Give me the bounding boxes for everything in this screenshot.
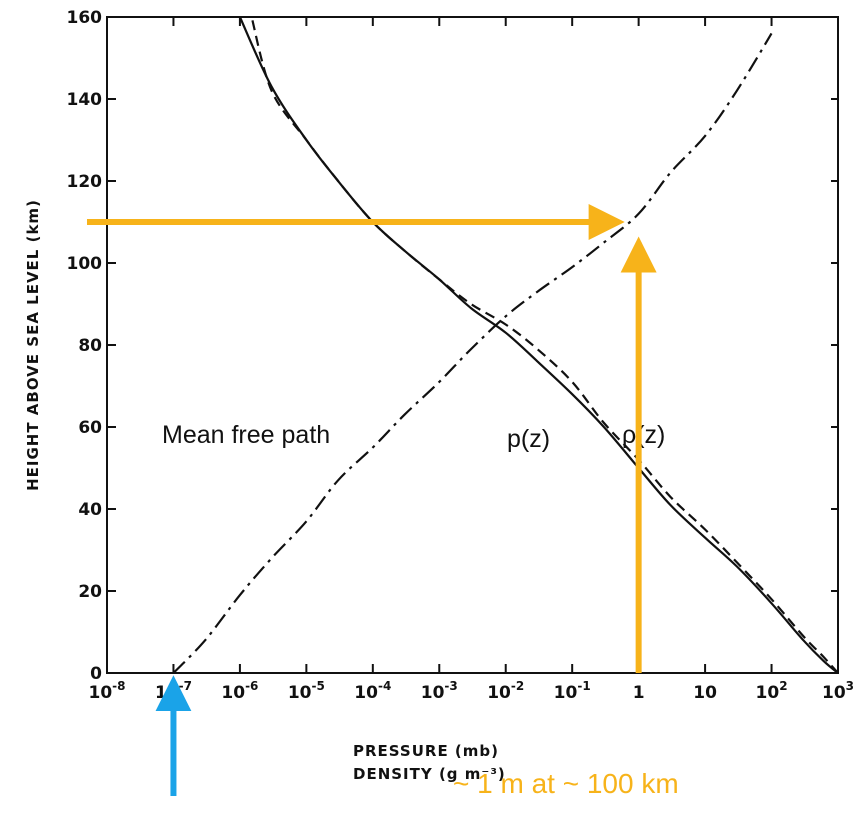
x-axis-ticks: 10-8 10-7 10-6 10-5 10-4 10-3 10-2 10-1 1 10 102 10… [88,664,854,703]
right-axis-ticks [831,16,838,674]
y-tick-label-7: 140 [67,90,103,110]
x-tick-label-3: 10-5 [288,679,325,703]
plot-frame [106,16,839,674]
x-tick-label-2: 10-6 [221,679,258,703]
x-tick-label-5: 10-3 [421,679,458,703]
x-tick-label-11: 103 [822,679,854,703]
x-axis-label-line-1: PRESSURE (mb) [353,742,499,760]
x-axis-label-line-2: DENSITY (g m⁻³) [353,765,506,783]
x-tick-label-8: 1 [633,683,645,703]
y-tick-label-0: 0 [90,664,102,684]
x-tick-label-4: 10-4 [354,679,391,703]
y-tick-label-2: 40 [78,500,102,520]
x-tick-label-7: 10-1 [554,679,591,703]
y-tick-label-8: 160 [67,8,103,28]
x-tick-label-9: 10 [693,683,717,703]
pressure-curve-label: p(z) [507,425,550,453]
curve-dash-dot-2 [172,32,773,674]
top-axis-ticks [106,17,839,26]
y-tick-label-4: 80 [78,336,102,356]
y-tick-label-1: 20 [78,582,102,602]
y-tick-label-6: 120 [67,172,103,192]
curves [172,16,839,674]
x-tick-label-10: 102 [756,679,788,703]
y-tick-label-3: 60 [78,418,102,438]
y-axis-label: HEIGHT ABOVE SEA LEVEL (km) [24,199,42,491]
density-curve-label: ρ(z) [622,421,665,449]
curve-dashed-1 [250,16,839,674]
mean-free-path-note: ~ 1 m at ~ 100 km [453,768,679,799]
x-tick-label-0: 10-8 [88,679,125,703]
y-axis-ticks: 0 20 40 60 80 100 120 140 160 [67,8,116,684]
y-tick-label-5: 100 [67,254,103,274]
x-tick-label-6: 10-2 [487,679,524,703]
overlay-arrows [86,204,657,796]
mean-free-path-label: Mean free path [162,421,330,449]
